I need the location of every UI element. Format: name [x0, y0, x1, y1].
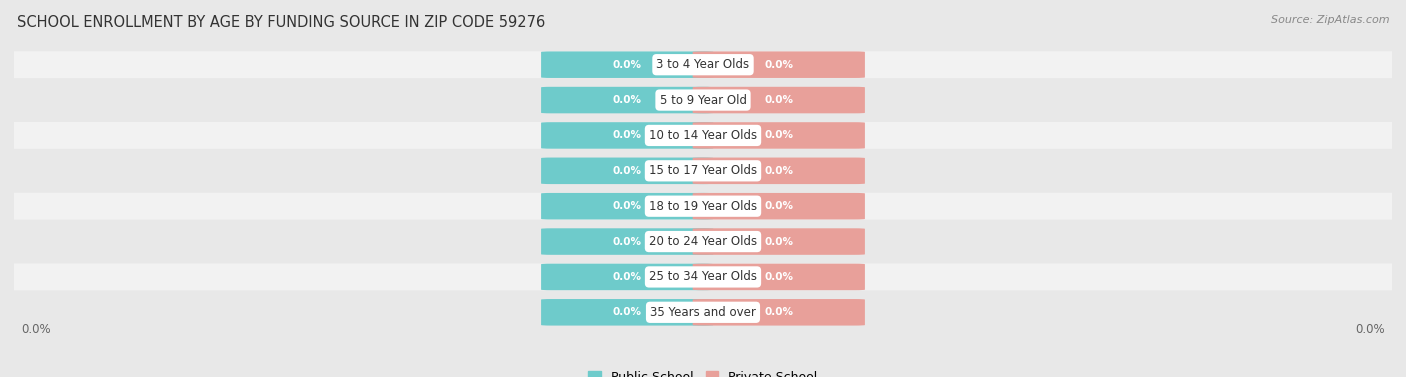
Text: 0.0%: 0.0% — [613, 201, 641, 211]
FancyBboxPatch shape — [0, 264, 1406, 290]
Text: 0.0%: 0.0% — [613, 95, 641, 105]
Text: Source: ZipAtlas.com: Source: ZipAtlas.com — [1271, 15, 1389, 25]
FancyBboxPatch shape — [693, 299, 865, 326]
FancyBboxPatch shape — [0, 87, 1406, 113]
Text: 0.0%: 0.0% — [765, 307, 793, 317]
FancyBboxPatch shape — [541, 122, 713, 149]
FancyBboxPatch shape — [693, 193, 865, 219]
FancyBboxPatch shape — [541, 51, 713, 78]
Text: SCHOOL ENROLLMENT BY AGE BY FUNDING SOURCE IN ZIP CODE 59276: SCHOOL ENROLLMENT BY AGE BY FUNDING SOUR… — [17, 15, 546, 30]
Text: 0.0%: 0.0% — [613, 272, 641, 282]
Text: 15 to 17 Year Olds: 15 to 17 Year Olds — [650, 164, 756, 177]
FancyBboxPatch shape — [541, 193, 713, 219]
Text: 35 Years and over: 35 Years and over — [650, 306, 756, 319]
Text: 0.0%: 0.0% — [765, 60, 793, 70]
FancyBboxPatch shape — [541, 158, 713, 184]
Text: 0.0%: 0.0% — [765, 201, 793, 211]
Text: 0.0%: 0.0% — [613, 307, 641, 317]
Text: 20 to 24 Year Olds: 20 to 24 Year Olds — [650, 235, 756, 248]
Text: 10 to 14 Year Olds: 10 to 14 Year Olds — [650, 129, 756, 142]
FancyBboxPatch shape — [0, 193, 1406, 220]
Text: 0.0%: 0.0% — [613, 130, 641, 141]
FancyBboxPatch shape — [0, 228, 1406, 255]
FancyBboxPatch shape — [541, 228, 713, 255]
FancyBboxPatch shape — [541, 87, 713, 113]
FancyBboxPatch shape — [693, 228, 865, 255]
Text: 3 to 4 Year Olds: 3 to 4 Year Olds — [657, 58, 749, 71]
FancyBboxPatch shape — [0, 157, 1406, 184]
FancyBboxPatch shape — [0, 51, 1406, 78]
FancyBboxPatch shape — [693, 51, 865, 78]
Text: 25 to 34 Year Olds: 25 to 34 Year Olds — [650, 270, 756, 284]
FancyBboxPatch shape — [0, 122, 1406, 149]
FancyBboxPatch shape — [693, 158, 865, 184]
Text: 0.0%: 0.0% — [1355, 323, 1385, 337]
FancyBboxPatch shape — [693, 122, 865, 149]
FancyBboxPatch shape — [693, 264, 865, 290]
Text: 0.0%: 0.0% — [765, 236, 793, 247]
FancyBboxPatch shape — [693, 87, 865, 113]
FancyBboxPatch shape — [541, 299, 713, 326]
Text: 0.0%: 0.0% — [21, 323, 51, 337]
Text: 0.0%: 0.0% — [765, 95, 793, 105]
Text: 18 to 19 Year Olds: 18 to 19 Year Olds — [650, 200, 756, 213]
Text: 0.0%: 0.0% — [765, 272, 793, 282]
Text: 5 to 9 Year Old: 5 to 9 Year Old — [659, 93, 747, 107]
Legend: Public School, Private School: Public School, Private School — [583, 366, 823, 377]
FancyBboxPatch shape — [541, 264, 713, 290]
FancyBboxPatch shape — [0, 299, 1406, 326]
Text: 0.0%: 0.0% — [613, 60, 641, 70]
Text: 0.0%: 0.0% — [613, 166, 641, 176]
Text: 0.0%: 0.0% — [613, 236, 641, 247]
Text: 0.0%: 0.0% — [765, 166, 793, 176]
Text: 0.0%: 0.0% — [765, 130, 793, 141]
